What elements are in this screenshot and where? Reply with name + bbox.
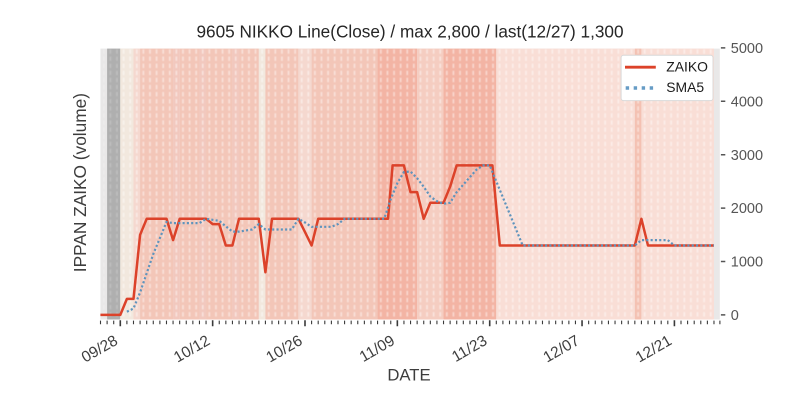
- svg-text:4000: 4000: [731, 94, 763, 110]
- svg-text:IPPAN ZAIKO (volume): IPPAN ZAIKO (volume): [70, 93, 90, 272]
- svg-text:5000: 5000: [731, 41, 763, 57]
- svg-text:2000: 2000: [731, 201, 763, 217]
- svg-text:1000: 1000: [731, 255, 763, 271]
- svg-text:SMA5: SMA5: [666, 79, 704, 95]
- svg-text:ZAIKO: ZAIKO: [666, 58, 708, 74]
- svg-text:DATE: DATE: [387, 366, 430, 385]
- svg-text:3000: 3000: [731, 148, 763, 164]
- svg-text:0: 0: [731, 308, 739, 324]
- svg-text:9605 NIKKO Line(Close) / max 2: 9605 NIKKO Line(Close) / max 2,800 / las…: [196, 22, 623, 42]
